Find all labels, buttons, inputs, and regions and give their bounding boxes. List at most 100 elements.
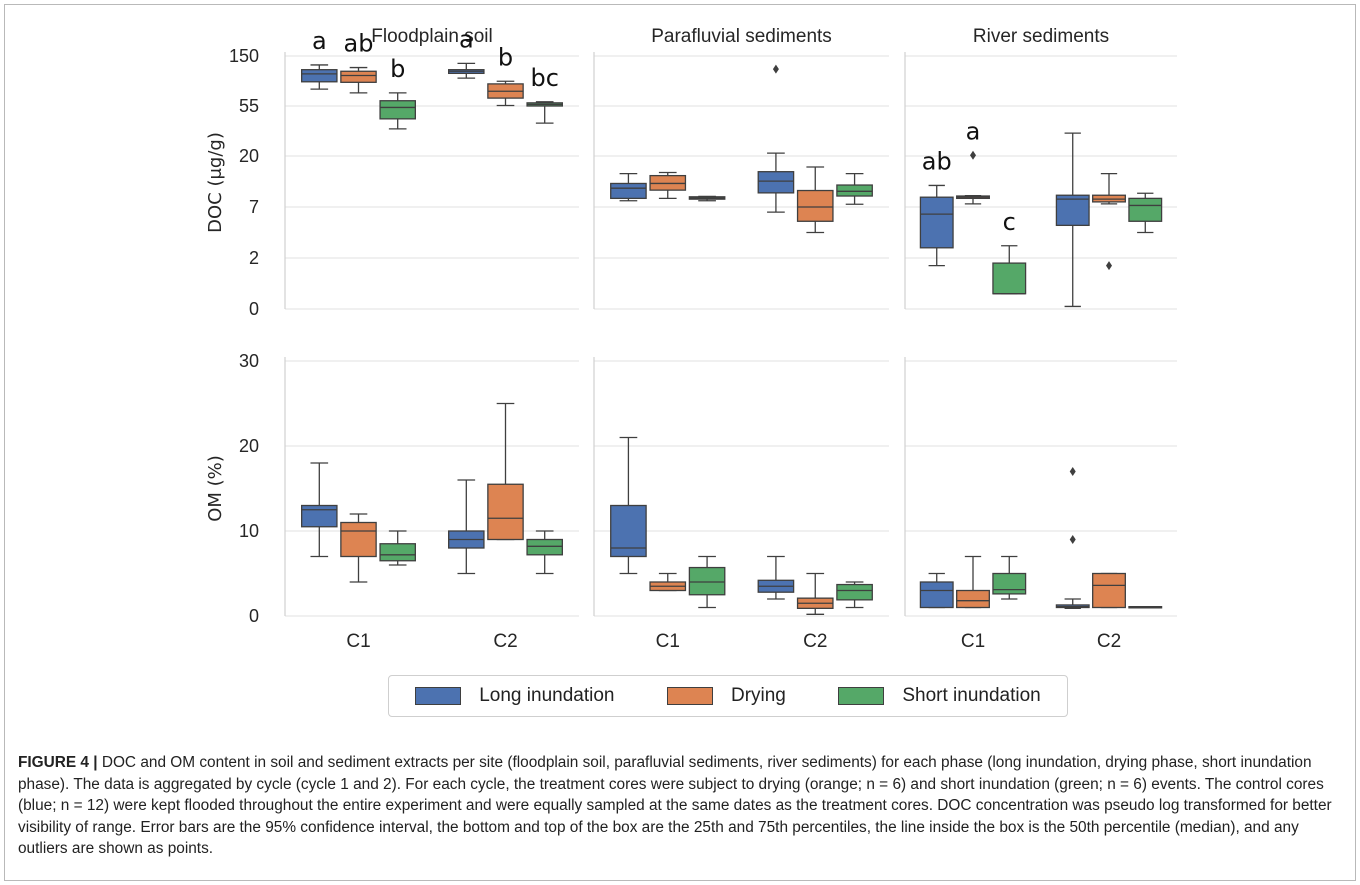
- significance-letter: b: [498, 43, 513, 71]
- y-tick-label: 55: [239, 96, 259, 116]
- figure-frame: [4, 4, 1356, 881]
- y-tick-label: 7: [249, 197, 259, 217]
- outlier-point: [772, 64, 779, 74]
- box-short-inundation-c1: b: [379, 55, 416, 130]
- box-body: [836, 184, 873, 197]
- legend-item-long-inundation: Long inundation: [415, 685, 614, 707]
- legend-item-short-inundation: Short inundation: [838, 685, 1041, 707]
- significance-letter: ab: [344, 30, 374, 58]
- x-tick-label: C1: [961, 631, 985, 652]
- box-long-inundation-c1: [301, 462, 338, 558]
- box-long-inundation-c2: [757, 555, 795, 600]
- box-short-inundation-c2: [836, 581, 873, 609]
- box-body: [1128, 197, 1163, 222]
- box-body: [340, 70, 377, 83]
- significance-letter: b: [390, 55, 405, 83]
- significance-letter: c: [1003, 208, 1016, 236]
- panel-title: Floodplain soil: [371, 26, 492, 47]
- legend: Long inundation Drying Short inundation: [388, 675, 1068, 717]
- box-body: [757, 171, 795, 194]
- figure-caption: FIGURE 4 | DOC and OM content in soil an…: [18, 752, 1344, 860]
- box-long-inundation-c1: [610, 173, 647, 202]
- x-tick-label: C1: [346, 631, 370, 652]
- legend-item-drying: Drying: [666, 685, 786, 707]
- significance-letter: bc: [530, 64, 558, 92]
- outlier-point: [1106, 261, 1112, 271]
- box-drying-c2: [1092, 173, 1126, 271]
- box-body: [610, 504, 647, 558]
- box-drying-c1: ab: [340, 30, 377, 94]
- box-drying-c2: b: [487, 43, 524, 107]
- box-body: [836, 583, 873, 601]
- caption-label: FIGURE 4 |: [18, 754, 98, 771]
- x-tick-label: C2: [493, 631, 517, 652]
- panel-title: Parafluvial sediments: [651, 26, 832, 47]
- y-tick-label: 20: [239, 436, 259, 456]
- significance-letter: ab: [922, 147, 952, 175]
- box-body: [487, 483, 524, 541]
- box-drying-c2: [796, 166, 834, 234]
- box-short-inundation-c1: [688, 555, 726, 609]
- box-body: [992, 262, 1027, 295]
- box-body: [1092, 572, 1126, 609]
- box-short-inundation-c2: [836, 173, 873, 205]
- box-body: [379, 543, 416, 562]
- legend-label-long-inundation: Long inundation: [479, 685, 615, 706]
- legend-swatch-short-inundation: [838, 687, 885, 705]
- x-tick-label: C1: [656, 631, 680, 652]
- box-long-inundation-c2: [1055, 132, 1090, 308]
- box-body: [340, 521, 377, 558]
- y-axis-label: DOC (μg/g): [205, 132, 226, 233]
- box-short-inundation-c2: [1128, 192, 1163, 234]
- box-body: [688, 566, 726, 596]
- box-body: [919, 581, 954, 609]
- box-long-inundation-c2: [1055, 467, 1090, 609]
- box-body: [992, 572, 1027, 595]
- significance-letter: a: [312, 27, 327, 55]
- box-long-inundation-c1: a: [301, 27, 338, 90]
- box-short-inundation-c2: [1128, 606, 1163, 609]
- box-long-inundation-c2: a: [448, 25, 485, 79]
- box-drying-c2: [796, 572, 834, 615]
- panel-title: River sediments: [973, 26, 1109, 47]
- box-body: [301, 504, 338, 528]
- x-tick-label: C2: [1097, 631, 1121, 652]
- outlier-point: [1069, 535, 1076, 544]
- y-tick-label: 0: [249, 299, 259, 319]
- significance-letter: a: [966, 117, 981, 145]
- box-body: [526, 538, 563, 556]
- box-short-inundation-c2: [526, 530, 563, 575]
- panel-doc-river-sediments: River sediments aba c: [904, 26, 1177, 310]
- box-body: [956, 589, 990, 609]
- panel-doc-parafluvial-sediments: Parafluvial sediments: [593, 26, 889, 310]
- box-short-inundation-c1: [379, 530, 416, 566]
- y-tick-label: 0: [249, 606, 259, 626]
- box-drying-c1: [649, 171, 687, 200]
- box-body: [919, 196, 954, 249]
- y-tick-label: 30: [239, 351, 259, 371]
- box-body: [301, 69, 338, 83]
- y-tick-label: 20: [239, 146, 259, 166]
- panel-om-parafluvial-sediments: C1 C2: [593, 357, 889, 652]
- box-drying-c2: [1092, 572, 1126, 609]
- outlier-point: [970, 150, 976, 160]
- legend-swatch-long-inundation: [415, 687, 462, 705]
- box-short-inundation-c1: [688, 195, 726, 202]
- legend-label-short-inundation: Short inundation: [902, 685, 1041, 706]
- box-body: [1055, 194, 1090, 227]
- y-axis-label: OM (%): [205, 455, 226, 522]
- box-short-inundation-c2: bc: [526, 64, 563, 124]
- x-tick-label: C2: [803, 631, 827, 652]
- panel-om-floodplain-soil: 0 10 20 30 OM (%) C1 C2: [205, 351, 579, 652]
- y-tick-label: 10: [239, 521, 259, 541]
- box-drying-c1: [649, 572, 687, 592]
- y-tick-label: 150: [229, 46, 259, 66]
- significance-letter: a: [459, 25, 474, 53]
- box-long-inundation-c2: [448, 479, 485, 575]
- box-body: [796, 189, 834, 222]
- legend-swatch-drying: [666, 687, 713, 705]
- box-short-inundation-c1: [992, 555, 1027, 600]
- box-drying-c1: a: [956, 117, 990, 205]
